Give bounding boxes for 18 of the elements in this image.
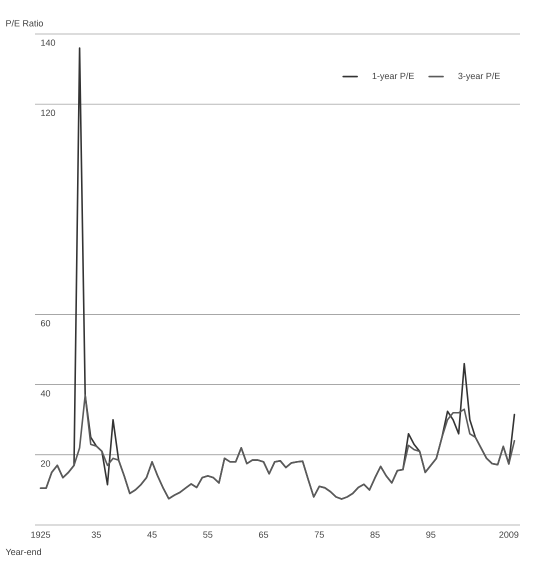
legend-label: 1-year P/E <box>372 72 414 81</box>
x-tick-label: 45 <box>147 532 157 538</box>
x-tick-label: 55 <box>203 532 212 538</box>
x-tick-label: 35 <box>92 532 101 538</box>
x-tick-label: 2009 <box>499 532 518 538</box>
x-tick-label: 85 <box>370 532 380 538</box>
x-tick-label: 75 <box>314 532 324 538</box>
y-tick-label: 60 <box>40 320 50 326</box>
x-tick-label: 95 <box>426 532 436 538</box>
x-tick-label: 1925 <box>31 532 50 538</box>
y-tick-label: 20 <box>40 460 50 467</box>
y-tick-label: 120 <box>41 110 56 116</box>
legend-label: 3-year P/E <box>458 72 500 81</box>
y-tick-label: 140 <box>41 40 56 46</box>
y-axis-title: P/E Ratio <box>6 20 44 26</box>
y-tick-label: 40 <box>40 390 50 397</box>
x-axis-title: Year-end <box>6 548 41 556</box>
x-tick-label: 65 <box>259 532 268 538</box>
